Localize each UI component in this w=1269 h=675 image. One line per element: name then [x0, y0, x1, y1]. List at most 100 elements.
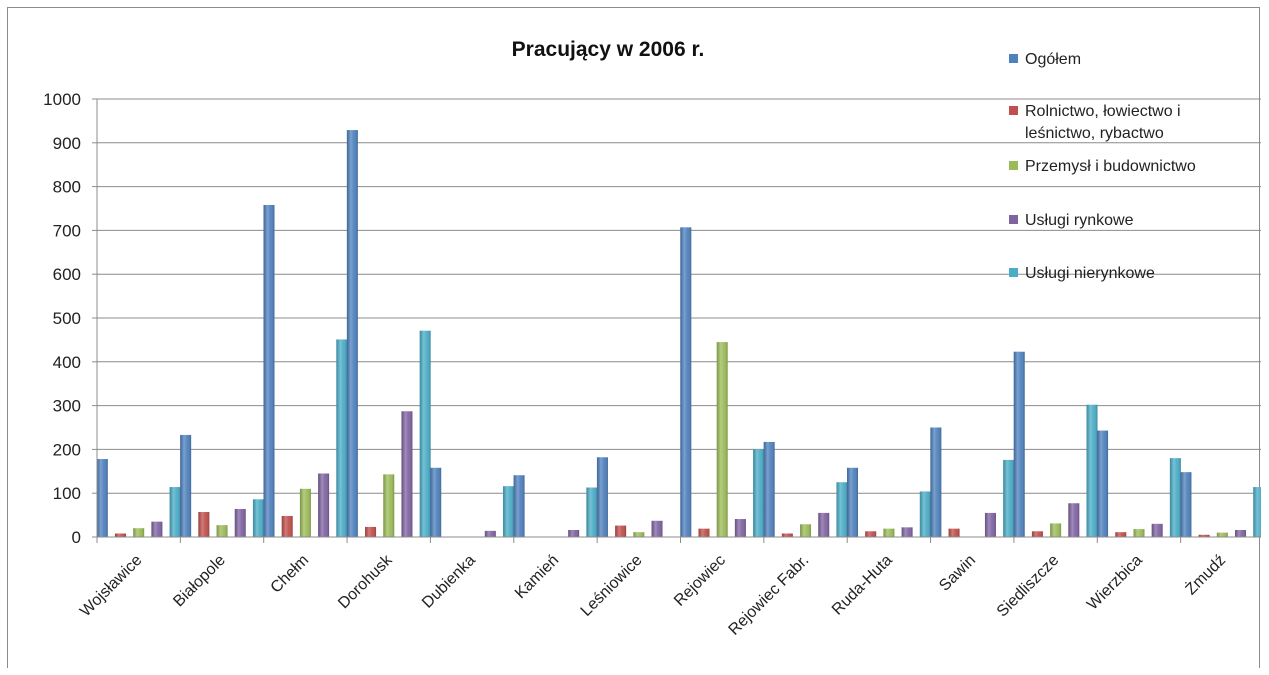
bar-shading	[883, 528, 895, 537]
x-tick-label: Rejowiec Fabr.	[726, 552, 813, 639]
bar-shading	[1169, 458, 1181, 537]
legend-label: Usługi nierynkowe	[1025, 265, 1155, 282]
bar-shading	[763, 441, 775, 537]
bar-shading	[1068, 503, 1080, 537]
bar-shading	[336, 339, 348, 537]
bar-shading	[1216, 532, 1228, 537]
bar-shading	[1097, 430, 1109, 537]
x-tick-label: Ruda-Huta	[829, 552, 896, 619]
bar-shading	[1235, 529, 1247, 537]
x-tick-label: Rejowiec	[671, 552, 729, 610]
bar-shading	[401, 411, 413, 537]
bar-shading	[716, 342, 728, 537]
legend-label: Usługi rynkowe	[1025, 212, 1134, 229]
y-tick-label: 900	[53, 134, 81, 153]
bar-shading	[800, 524, 812, 537]
bar-shading	[948, 528, 960, 537]
bar-shading	[865, 531, 877, 537]
bar-shading	[633, 532, 645, 537]
bar-shading	[984, 512, 996, 537]
x-tick-label: Białopole	[170, 552, 229, 611]
y-tick-label: 1000	[43, 90, 81, 109]
bar-shading	[114, 533, 126, 537]
bar-shading	[781, 533, 793, 537]
y-tick-label: 500	[53, 309, 81, 328]
bar-shading	[930, 427, 942, 537]
y-tick-label: 200	[53, 440, 81, 459]
bar-shading	[133, 528, 145, 537]
y-tick-label: 700	[53, 221, 81, 240]
bar-shading	[299, 488, 311, 537]
bar-shading	[919, 491, 931, 537]
y-tick-label: 100	[53, 484, 81, 503]
bar-shading	[1115, 532, 1127, 537]
x-tick-label: Dorohusk	[335, 551, 396, 612]
bar-shading	[96, 459, 108, 537]
bar-shading	[198, 512, 210, 537]
bar-shading	[651, 520, 663, 537]
legend-swatch	[1009, 106, 1018, 115]
bar-shading	[1050, 523, 1062, 537]
bar-shading	[419, 330, 431, 537]
legend-swatch	[1009, 54, 1018, 63]
x-tick-label: Wojsławice	[77, 552, 145, 620]
bar-shading	[281, 515, 293, 537]
chart-title: Pracujący w 2006 r.	[512, 38, 705, 61]
y-tick-label: 600	[53, 265, 81, 284]
x-tick-label: Wierzbica	[1084, 552, 1146, 614]
bar-shading	[263, 204, 275, 537]
chart-svg: Pracujący w 2006 r. 0 100 200 300 400 500 600 7…	[43, 38, 1261, 639]
legend-swatch	[1009, 215, 1018, 224]
x-tick-label: Żmudź	[1181, 550, 1229, 598]
x-tick-label: Dubienka	[419, 552, 479, 612]
bar-shading	[365, 526, 377, 537]
bar-shading	[901, 527, 913, 537]
bar-shading	[1151, 523, 1163, 537]
legend-swatch	[1009, 268, 1018, 277]
y-tick-label: 300	[53, 397, 81, 416]
legend: Ogółem Rolnictwo, łowiectwo i leśnictwo, r…	[1009, 51, 1196, 282]
bar-shading	[503, 486, 515, 537]
axes	[92, 98, 1261, 543]
x-tick-label: Leśniowice	[578, 552, 646, 620]
bar-shading	[586, 487, 598, 537]
bar-shading	[1031, 531, 1043, 537]
x-tick-label: Sawin	[936, 552, 979, 595]
bars	[96, 130, 1261, 538]
bar-shading	[1180, 472, 1192, 537]
x-tick-label: Siedliszcze	[994, 552, 1063, 621]
bar-shading	[346, 130, 358, 537]
bar-shading	[318, 473, 330, 537]
bar-shading	[513, 475, 525, 537]
bar-shading	[836, 482, 848, 537]
bar-shading	[1133, 529, 1145, 537]
y-tick-label: 400	[53, 353, 81, 372]
bar-shading	[568, 529, 580, 537]
bar-shading	[484, 530, 496, 537]
bar-shading	[596, 457, 608, 537]
bar-shading	[216, 525, 228, 537]
legend-label: Ogółem	[1025, 51, 1081, 68]
bar-shading	[615, 525, 627, 537]
bar-shading	[252, 499, 264, 537]
bar-shading	[1003, 459, 1015, 537]
bar-shading	[430, 467, 442, 537]
y-tick-labels: 0 100 200 300 400 500 600 700 800 900 1000	[43, 90, 81, 547]
bar-shading	[753, 449, 765, 537]
legend-label: Przemysł i budownictwo	[1025, 158, 1196, 175]
bar-shading	[846, 467, 858, 537]
x-tick-label: Kamień	[512, 552, 562, 602]
bar-shading	[734, 519, 746, 537]
bar-shading	[1013, 351, 1025, 537]
chart-area: Pracujący w 2006 r. 0 100 200 300 400 500 600 7…	[7, 7, 1261, 668]
bar-shading	[1086, 404, 1098, 537]
bar-shading	[1198, 534, 1210, 537]
bar-shading	[180, 434, 192, 537]
bar-shading	[151, 521, 163, 537]
x-tick-labels: Wojsławice Białopole Chełm Dorohusk Dubienka…	[77, 550, 1229, 638]
y-tick-label: 800	[53, 178, 81, 197]
bar-shading	[234, 508, 246, 537]
legend-label: Rolnictwo, łowiectwo i leśnictwo, rybactw…	[1025, 103, 1181, 142]
bar-shading	[680, 227, 692, 538]
bar-shading	[169, 487, 181, 537]
